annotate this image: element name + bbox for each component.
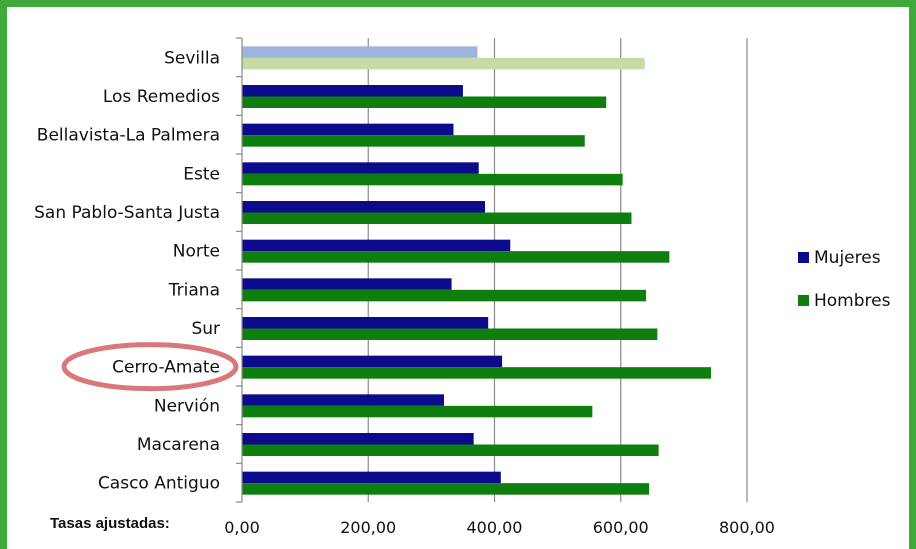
category-label: Cerro-Amate [112, 358, 220, 378]
bar-hombres [242, 444, 659, 456]
bar-mujeres [242, 162, 479, 174]
x-tick-label: 600,00 [593, 518, 649, 537]
x-tick-label: 400,00 [467, 518, 523, 537]
footer-label: Tasas ajustadas: [50, 515, 170, 532]
bar-hombres [242, 289, 646, 302]
legend-label-hombres: Hombres [814, 291, 891, 311]
bars [242, 46, 712, 495]
bar-hombres [242, 173, 623, 186]
bar-mujeres [242, 433, 474, 445]
category-label: Casco Antiguo [98, 474, 220, 494]
gridlines [367, 38, 748, 502]
category-label: Sevilla [164, 48, 220, 68]
bar-hombres [242, 251, 670, 263]
category-label: Norte [173, 242, 220, 262]
bar-mujeres [242, 46, 478, 58]
bar-hombres [242, 96, 607, 108]
category-label: Este [183, 164, 220, 184]
y-axis [236, 37, 243, 503]
highlight-ellipse [61, 342, 239, 392]
category-label: Macarena [137, 435, 220, 455]
bar-hombres [242, 367, 712, 379]
bar-mujeres [242, 394, 444, 406]
bar-mujeres [242, 239, 511, 252]
bar-hombres [242, 212, 632, 224]
category-label: Triana [168, 280, 220, 300]
category-labels: Sevilla Los Remedios Bellavista-La Palmera… [34, 48, 220, 493]
category-label: Nervión [154, 396, 220, 416]
x-tick-label: 800,00 [719, 518, 775, 537]
bar-hombres [242, 483, 650, 495]
legend: Mujeres Hombres [798, 248, 891, 311]
bar-mujeres [242, 201, 486, 213]
bar-hombres [242, 57, 645, 70]
bar-hombres [242, 405, 593, 418]
bar-mujeres [242, 123, 454, 136]
bar-mujeres [242, 278, 452, 290]
category-label: San Pablo-Santa Justa [34, 203, 220, 223]
x-tick-labels: 0,00 200,00 400,00 600,00 800,00 [224, 518, 775, 537]
legend-swatch-mujeres [798, 252, 809, 263]
highlight-ellipse-shape [61, 342, 239, 392]
bar-mujeres [242, 317, 489, 329]
x-tick-label: 0,00 [224, 518, 260, 537]
legend-label-mujeres: Mujeres [814, 248, 881, 268]
bar-mujeres [242, 85, 463, 97]
bar-hombres [242, 135, 585, 147]
legend-swatch-hombres [798, 295, 809, 306]
bar-hombres [242, 328, 658, 340]
category-label: Los Remedios [103, 87, 220, 107]
category-label: Bellavista-La Palmera [37, 126, 220, 146]
bar-mujeres [242, 355, 503, 368]
x-tick-label: 200,00 [340, 518, 396, 537]
category-label: Sur [191, 319, 220, 339]
bar-mujeres [242, 471, 501, 484]
